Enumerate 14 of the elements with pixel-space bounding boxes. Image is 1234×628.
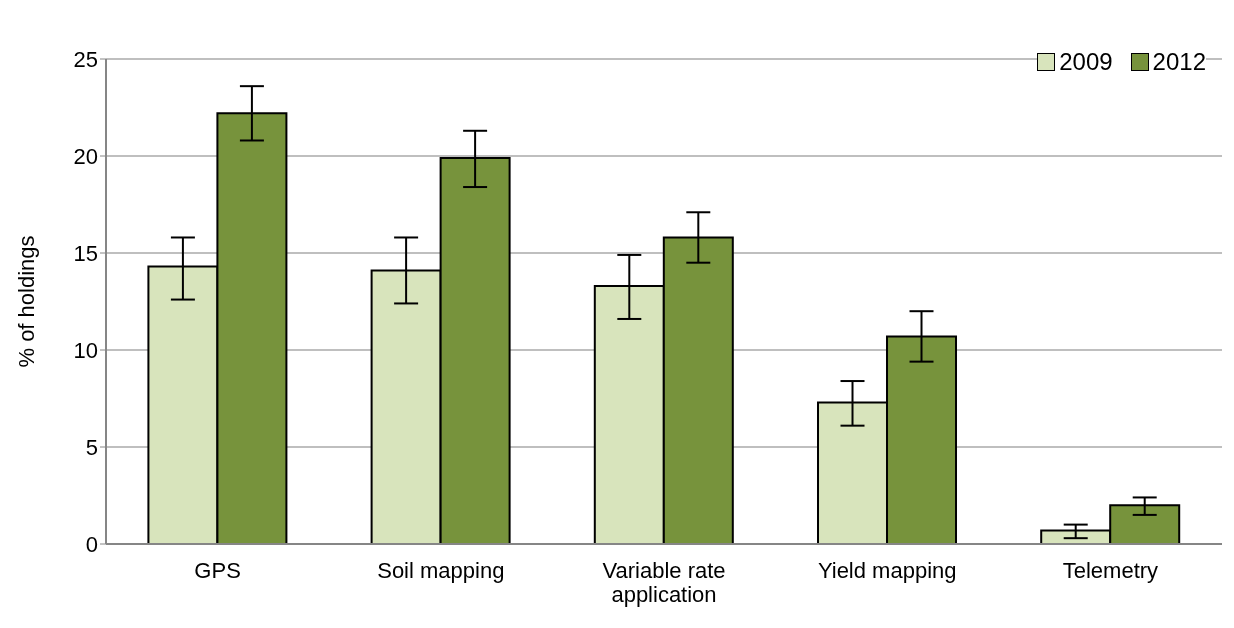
y-tick-label: 5 [85,434,98,460]
x-tick-label: GPS [194,558,241,583]
x-tick-label: Yield mapping [817,558,957,583]
legend-label: 2012 [1151,48,1206,76]
legend-label: 2009 [1058,48,1113,76]
y-tick-label: 15 [73,240,98,266]
x-tick-label: Soil mapping [377,558,505,583]
x-tick-label: Telemetry [1062,558,1159,583]
y-tick-label: 10 [73,337,98,363]
y-axis-title: % of holdings [13,235,39,368]
y-tick-label: 25 [73,46,98,72]
y-tick-label: 20 [73,143,98,169]
y-tick-label: 0 [85,531,98,557]
x-tick-label: Variable rate application [602,558,726,607]
